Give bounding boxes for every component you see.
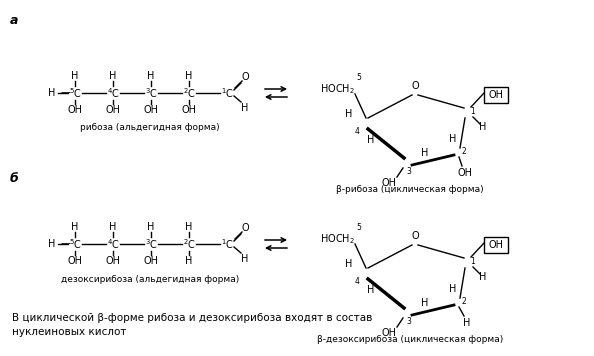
Text: $^{1}$C: $^{1}$C xyxy=(220,237,233,251)
Bar xyxy=(484,237,508,253)
Text: 1: 1 xyxy=(470,106,475,115)
Text: б: б xyxy=(10,172,18,184)
Text: H: H xyxy=(421,298,429,308)
Text: H: H xyxy=(345,109,353,119)
Text: $^{5}$C: $^{5}$C xyxy=(68,237,81,251)
Text: OH: OH xyxy=(488,240,504,250)
Text: O: O xyxy=(411,81,419,91)
Text: $^{3}$C: $^{3}$C xyxy=(144,86,157,100)
Text: $^{1}$C: $^{1}$C xyxy=(220,86,233,100)
Text: рибоза (альдегидная форма): рибоза (альдегидная форма) xyxy=(80,124,220,132)
Text: O: O xyxy=(241,223,249,233)
Text: OH: OH xyxy=(381,328,397,338)
Text: H: H xyxy=(48,239,56,249)
Text: H: H xyxy=(71,222,78,232)
Text: H: H xyxy=(109,222,116,232)
Text: 1: 1 xyxy=(470,257,475,266)
Text: —: — xyxy=(60,239,70,248)
Text: OH: OH xyxy=(68,256,83,266)
Text: H: H xyxy=(479,122,486,132)
Text: $^{2}$C: $^{2}$C xyxy=(182,86,195,100)
Text: H: H xyxy=(185,71,192,81)
Text: 4: 4 xyxy=(355,277,359,287)
Text: OH: OH xyxy=(457,168,472,178)
Text: H: H xyxy=(185,256,192,266)
Bar xyxy=(484,87,508,103)
Text: H: H xyxy=(241,254,249,264)
Text: $^{5}$C: $^{5}$C xyxy=(68,86,81,100)
Text: $^{2}$C: $^{2}$C xyxy=(182,237,195,251)
Text: H: H xyxy=(185,222,192,232)
Text: H: H xyxy=(367,135,375,145)
Text: OH: OH xyxy=(106,256,121,266)
Text: OH: OH xyxy=(68,105,83,115)
Text: OH: OH xyxy=(144,105,159,115)
Text: $^{4}$C: $^{4}$C xyxy=(106,86,119,100)
Text: а: а xyxy=(10,14,18,26)
Text: HOCH$_2$: HOCH$_2$ xyxy=(320,82,355,96)
Text: H: H xyxy=(367,285,375,295)
Text: $^{3}$C: $^{3}$C xyxy=(144,237,157,251)
Text: 2: 2 xyxy=(462,147,466,156)
Text: H: H xyxy=(71,71,78,81)
Text: H: H xyxy=(463,318,470,328)
Text: H: H xyxy=(421,148,429,158)
Text: H: H xyxy=(345,259,353,269)
Text: 5: 5 xyxy=(356,222,361,231)
Text: $^{4}$C: $^{4}$C xyxy=(106,237,119,251)
Text: H: H xyxy=(449,134,457,144)
Text: OH: OH xyxy=(106,105,121,115)
Text: нуклеиновых кислот: нуклеиновых кислот xyxy=(12,327,127,337)
Text: 3: 3 xyxy=(406,316,412,325)
Text: β-рибоза (циклическая форма): β-рибоза (циклическая форма) xyxy=(336,184,484,194)
Text: O: O xyxy=(411,231,419,241)
Text: дезоксирибоза (альдегидная форма): дезоксирибоза (альдегидная форма) xyxy=(61,274,239,283)
Text: —: — xyxy=(60,88,70,98)
Text: 5: 5 xyxy=(356,73,361,82)
Text: 4: 4 xyxy=(355,127,359,136)
Text: O: O xyxy=(241,72,249,82)
Text: 2: 2 xyxy=(462,297,466,305)
Text: 3: 3 xyxy=(406,167,412,176)
Text: OH: OH xyxy=(144,256,159,266)
Text: H: H xyxy=(479,272,486,282)
Text: H: H xyxy=(241,103,249,113)
Text: OH: OH xyxy=(488,90,504,100)
Text: β-дезоксирибоза (циклическая форма): β-дезоксирибоза (циклическая форма) xyxy=(317,335,503,344)
Text: OH: OH xyxy=(381,178,397,188)
Text: H: H xyxy=(48,88,56,98)
Text: В циклической β-форме рибоза и дезоксирибоза входят в состав: В циклической β-форме рибоза и дезоксири… xyxy=(12,313,372,323)
Text: H: H xyxy=(147,71,154,81)
Text: H: H xyxy=(449,284,457,294)
Text: HOCH$_2$: HOCH$_2$ xyxy=(320,232,355,246)
Text: H: H xyxy=(109,71,116,81)
Text: OH: OH xyxy=(182,105,197,115)
Text: H: H xyxy=(147,222,154,232)
